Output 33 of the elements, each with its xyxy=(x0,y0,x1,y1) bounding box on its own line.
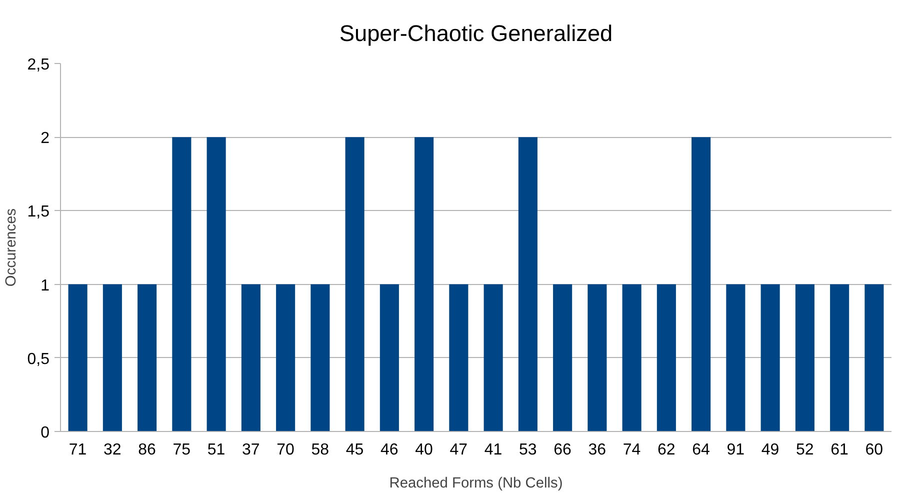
x-tick-label: 86 xyxy=(138,442,156,458)
x-tick-label: 46 xyxy=(380,442,398,458)
x-tick-label: 91 xyxy=(726,442,745,458)
x-tick-label: 75 xyxy=(172,442,191,458)
x-tick-label: 60 xyxy=(865,442,884,458)
x-tick-label: 49 xyxy=(761,442,780,458)
x-tick-label: 40 xyxy=(415,442,434,458)
x-tick-label: 70 xyxy=(276,442,295,458)
x-tick-label: 53 xyxy=(519,442,537,458)
chart-title: Super-Chaotic Generalized xyxy=(339,20,613,46)
x-tick-label: 45 xyxy=(346,442,364,458)
y-tick-label: 1,5 xyxy=(27,204,50,221)
x-tick-label: 32 xyxy=(104,442,122,458)
x-tick-label: 71 xyxy=(68,442,87,458)
x-tick-label: 52 xyxy=(796,442,814,458)
y-tick-label: 0 xyxy=(40,424,50,442)
x-tick-label: 37 xyxy=(242,442,260,458)
x-tick-label: 51 xyxy=(207,442,226,458)
x-tick-label: 47 xyxy=(450,442,468,458)
x-tick-label: 61 xyxy=(830,442,849,458)
y-axis-title: Occurences xyxy=(3,208,20,287)
x-tick-label: 36 xyxy=(588,442,606,458)
y-tick-label: 2 xyxy=(40,130,50,148)
x-tick-label: 64 xyxy=(692,442,710,458)
x-tick-label: 41 xyxy=(484,442,502,458)
x-axis-title: Reached Forms (Nb Cells) xyxy=(389,476,563,492)
y-tick-label: 0,5 xyxy=(27,350,50,368)
y-tick-label: 2,5 xyxy=(27,56,50,74)
x-tick-label: 74 xyxy=(622,442,641,458)
y-tick-label: 1 xyxy=(40,277,50,294)
x-tick-label: 58 xyxy=(311,442,330,458)
x-tick-label: 62 xyxy=(658,442,676,458)
x-tick-label: 66 xyxy=(554,442,572,458)
